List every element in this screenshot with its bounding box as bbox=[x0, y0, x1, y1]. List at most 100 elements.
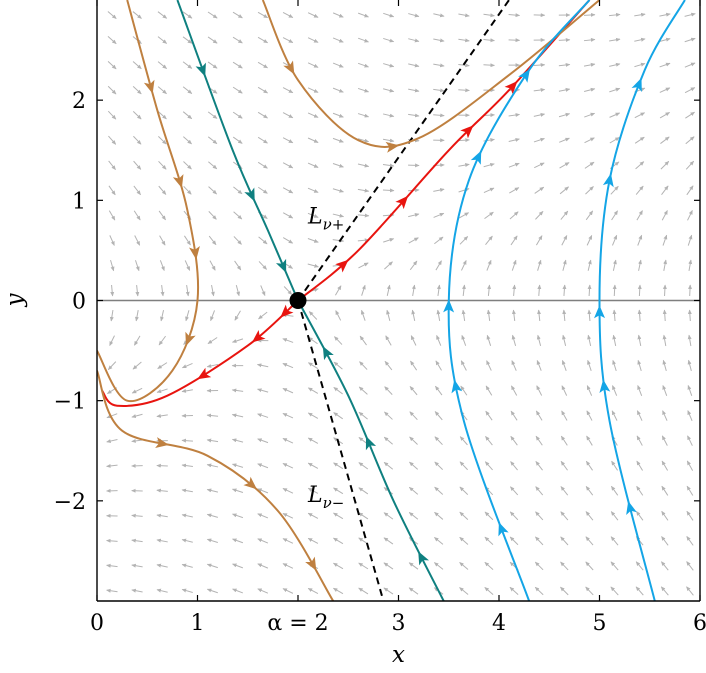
vector-field-arrow bbox=[434, 511, 444, 520]
vector-field-arrow bbox=[307, 412, 319, 419]
trajectory-arrow bbox=[185, 331, 196, 346]
vector-field-arrow bbox=[585, 536, 594, 546]
vector-field-arrow bbox=[207, 111, 218, 119]
vector-field-arrow bbox=[558, 37, 571, 42]
vector-field-arrow bbox=[560, 460, 568, 471]
vector-field-arrow bbox=[185, 310, 190, 322]
vector-field-arrow bbox=[434, 461, 444, 470]
vector-field-arrow bbox=[536, 360, 542, 371]
vector-field-arrow bbox=[558, 112, 571, 118]
vector-field-arrow bbox=[210, 310, 216, 322]
vector-field-arrow bbox=[537, 259, 542, 271]
vector-field-arrow bbox=[434, 486, 444, 495]
vector-field-arrow bbox=[483, 162, 495, 168]
x-tick-label: 3 bbox=[392, 611, 406, 636]
vector-field-arrow bbox=[232, 136, 243, 144]
vector-field-arrow bbox=[282, 363, 294, 369]
vector-field-arrow bbox=[562, 259, 567, 271]
vector-field-arrow bbox=[484, 511, 494, 521]
vector-field-arrow bbox=[358, 512, 369, 520]
vector-field-arrow bbox=[634, 12, 646, 17]
vector-field-arrow bbox=[332, 112, 344, 118]
vector-field-arrow bbox=[208, 235, 217, 246]
annotations: Lν+ Lν− bbox=[307, 204, 344, 511]
vector-field-arrow bbox=[635, 161, 645, 170]
vector-field-arrow bbox=[586, 435, 593, 446]
vector-field-arrow bbox=[560, 511, 569, 521]
vector-field-arrow bbox=[611, 410, 618, 421]
vector-field-arrow bbox=[636, 511, 644, 521]
trajectory-arrow bbox=[594, 305, 606, 319]
vector-field-arrow bbox=[307, 487, 319, 494]
vector-field-arrow bbox=[485, 385, 493, 396]
vector-field-arrow bbox=[583, 37, 596, 42]
vector-field-arrow bbox=[383, 537, 394, 545]
vector-field-arrow bbox=[160, 310, 165, 322]
vector-field-arrow bbox=[134, 260, 140, 272]
vector-field-arrow bbox=[110, 284, 115, 297]
vector-field-arrow bbox=[181, 513, 193, 518]
vector-field-arrow bbox=[585, 586, 594, 596]
vector-field-arrow bbox=[232, 61, 243, 69]
vector-field-arrow bbox=[662, 359, 667, 372]
vector-field-arrow bbox=[686, 460, 694, 471]
trajectory-arrow bbox=[322, 346, 334, 361]
vector-field-arrow bbox=[635, 561, 644, 571]
x-tick-label: α = 2 bbox=[267, 611, 328, 636]
vector-field-arrow bbox=[408, 587, 419, 595]
vector-field-arrow bbox=[610, 185, 619, 195]
vector-field-arrow bbox=[232, 111, 243, 119]
vector-field-arrow bbox=[182, 11, 193, 19]
vector-field-arrow bbox=[560, 561, 569, 571]
vector-field-arrow bbox=[559, 162, 570, 169]
vector-field-arrow bbox=[181, 538, 193, 543]
vector-field-arrow bbox=[358, 562, 369, 570]
vector-field-arrow bbox=[157, 61, 167, 69]
vector-field-arrow bbox=[109, 310, 114, 322]
orbit-brown-1 bbox=[97, 0, 200, 403]
vector-field-arrow bbox=[686, 185, 694, 196]
vector-field-arrow bbox=[307, 137, 319, 143]
vector-field-arrow bbox=[610, 485, 619, 496]
vector-field-arrow bbox=[307, 12, 319, 18]
vector-field-arrow bbox=[558, 62, 571, 67]
vector-field-arrow bbox=[408, 13, 420, 18]
vector-field-arrow bbox=[483, 63, 495, 68]
vector-field-arrow bbox=[307, 62, 319, 68]
vector-field-arrow bbox=[433, 188, 445, 192]
vector-field-arrow bbox=[257, 438, 269, 444]
vector-field-arrow bbox=[384, 411, 393, 420]
vector-field-arrow bbox=[585, 186, 594, 195]
vector-field-arrow bbox=[609, 112, 621, 118]
vector-field-arrow bbox=[459, 236, 469, 245]
vector-field-arrow bbox=[357, 138, 370, 143]
vector-field-arrow bbox=[560, 586, 569, 596]
vector-field-arrow bbox=[307, 537, 319, 544]
vector-field-arrow bbox=[208, 161, 218, 170]
vector-field-arrow bbox=[332, 188, 344, 193]
vector-field-arrow bbox=[534, 162, 545, 169]
vector-field-arrow bbox=[134, 235, 141, 246]
vector-field-arrow bbox=[382, 138, 395, 143]
vector-field-arrow bbox=[386, 309, 391, 321]
vector-field-arrow bbox=[308, 311, 318, 320]
vector-field-arrow bbox=[408, 562, 419, 570]
vector-field-arrow bbox=[107, 85, 117, 95]
vector-field-arrow bbox=[206, 538, 218, 543]
vector-field-arrow bbox=[182, 136, 192, 145]
vector-field-arrow bbox=[537, 309, 542, 322]
vector-field-arrow bbox=[459, 486, 469, 496]
vector-field-arrow bbox=[686, 561, 694, 571]
vector-field-arrow bbox=[156, 513, 168, 518]
vector-field-arrow bbox=[687, 359, 692, 372]
vector-field-arrow bbox=[609, 37, 621, 42]
vector-field-arrow bbox=[108, 135, 117, 145]
vector-field-arrow bbox=[307, 587, 319, 594]
vector-field-arrow bbox=[510, 435, 518, 446]
vector-field-arrow bbox=[535, 410, 543, 421]
vector-field-arrow bbox=[561, 235, 568, 246]
vector-field-arrow bbox=[661, 210, 668, 221]
y-axis-label: y bbox=[2, 293, 28, 308]
vector-field-arrow bbox=[483, 187, 495, 194]
vector-field-arrow bbox=[383, 37, 395, 43]
